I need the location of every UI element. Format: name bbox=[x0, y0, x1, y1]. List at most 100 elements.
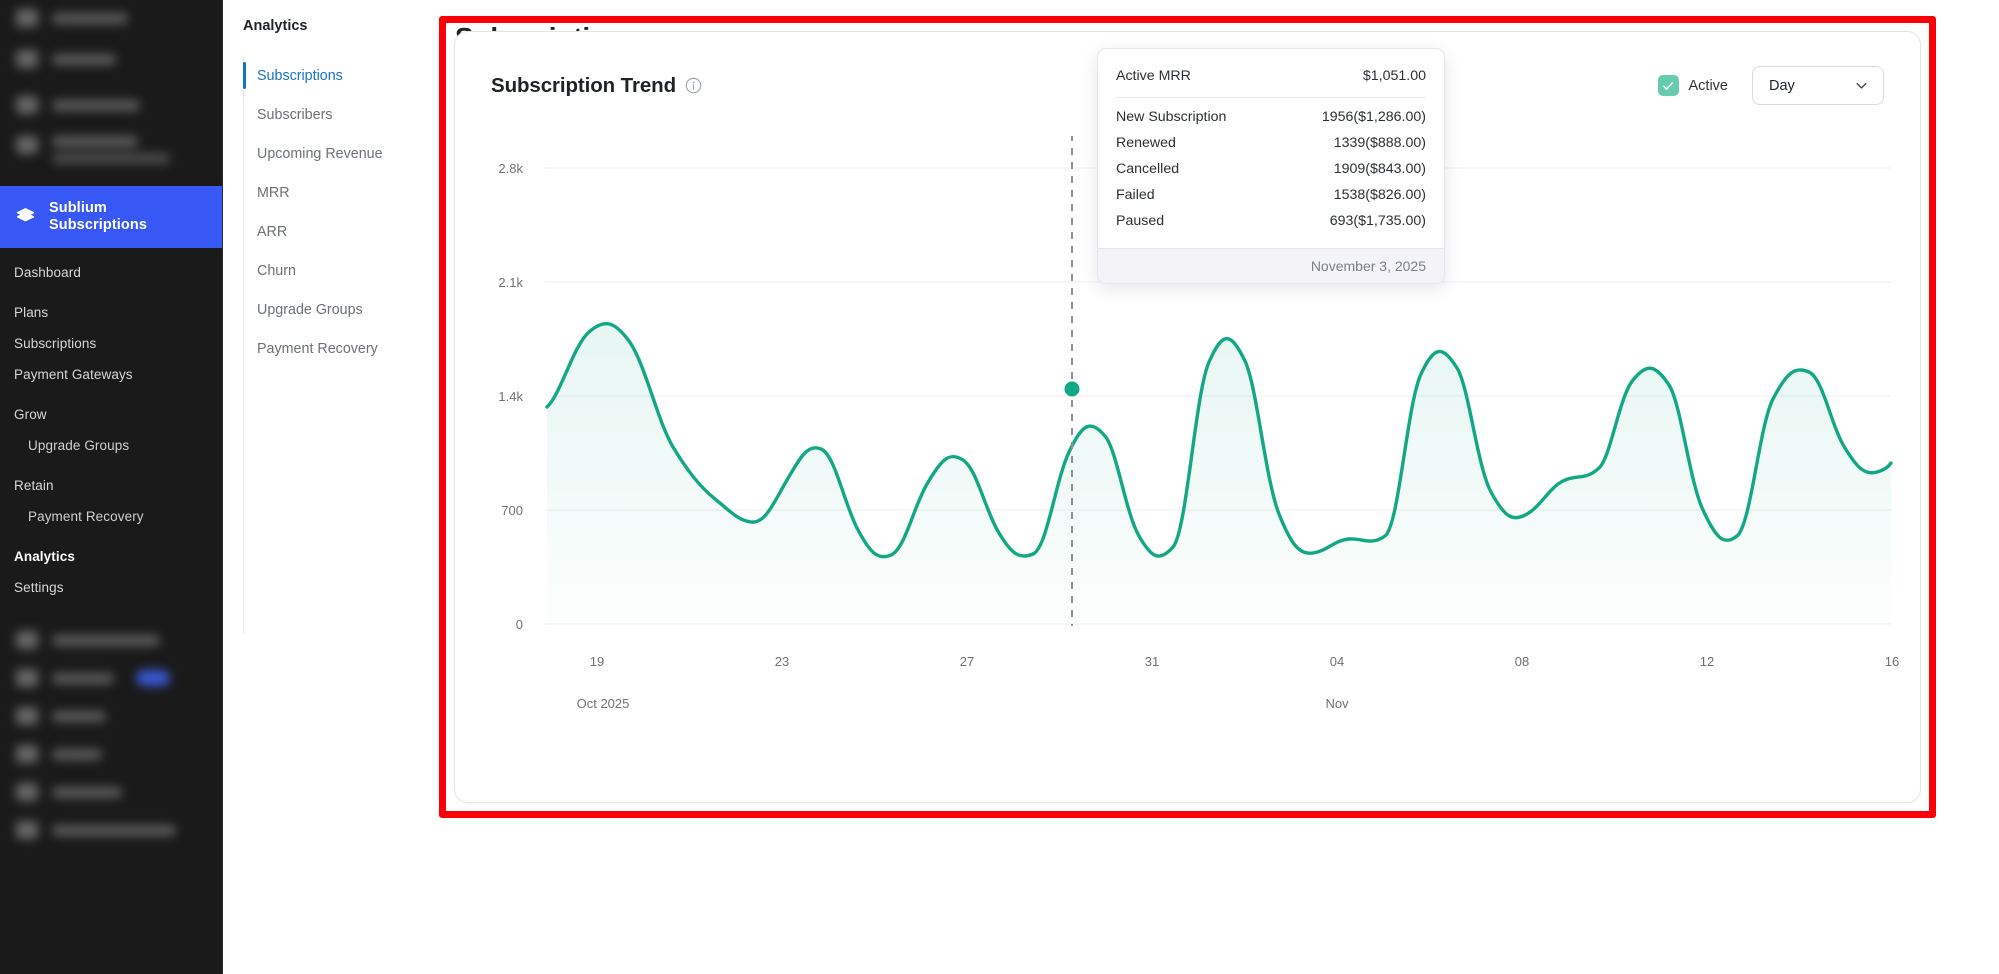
analytics-subnav: Analytics Subscriptions Subscribers Upco… bbox=[223, 0, 433, 974]
tooltip-row-label: Cancelled bbox=[1116, 161, 1180, 177]
subnav-item-label: Subscriptions bbox=[257, 67, 343, 84]
sidebar-item-subscriptions[interactable]: Subscriptions bbox=[0, 328, 222, 359]
tooltip-header-label: Active MRR bbox=[1116, 68, 1191, 84]
card-title-wrap: Subscription Trend bbox=[491, 74, 702, 98]
subnav-item-churn[interactable]: Churn bbox=[223, 251, 433, 290]
nav-spacer bbox=[0, 461, 222, 470]
blurred-label bbox=[52, 99, 140, 111]
svg-text:700: 700 bbox=[501, 503, 523, 518]
subnav-item-label: Upcoming Revenue bbox=[257, 145, 383, 162]
sidebar-item-settings[interactable]: Settings bbox=[0, 572, 222, 603]
tooltip-date: November 3, 2025 bbox=[1098, 248, 1444, 283]
blurred-label bbox=[52, 710, 106, 722]
blurred-item bbox=[0, 659, 222, 697]
sidebar-item-dashboard[interactable]: Dashboard bbox=[0, 257, 222, 288]
blurred-icon bbox=[16, 631, 38, 649]
tooltip-divider bbox=[1116, 97, 1426, 98]
tooltip-header-value: $1,051.00 bbox=[1362, 68, 1426, 84]
granularity-value: Day bbox=[1769, 77, 1795, 94]
tooltip-row: Cancelled 1909($843.00) bbox=[1116, 156, 1426, 182]
blurred-label bbox=[52, 824, 176, 836]
blurred-item bbox=[0, 735, 222, 773]
sidebar-item-label: Payment Gateways bbox=[14, 367, 133, 382]
blurred-icon bbox=[16, 669, 38, 687]
subnav-item-payment-recovery[interactable]: Payment Recovery bbox=[223, 329, 433, 368]
tooltip-row-value: 1538($826.00) bbox=[1333, 187, 1426, 203]
blurred-icon bbox=[16, 136, 38, 154]
sidebar-item-payment-recovery[interactable]: Payment Recovery bbox=[0, 501, 222, 532]
svg-text:23: 23 bbox=[775, 654, 789, 669]
blurred-icon bbox=[16, 9, 38, 27]
blurred-icon bbox=[16, 745, 38, 763]
chart-line-series bbox=[545, 321, 1893, 559]
sidebar-item-label: Subscriptions bbox=[14, 336, 97, 351]
subnav-item-upcoming-revenue[interactable]: Upcoming Revenue bbox=[223, 134, 433, 173]
active-checkbox[interactable]: Active bbox=[1657, 75, 1728, 96]
subnav-rail bbox=[243, 58, 244, 634]
blurred-item bbox=[0, 621, 222, 659]
sidebar-item-retain[interactable]: Retain bbox=[0, 470, 222, 501]
subscription-trend-card: Subscription Trend bbox=[454, 31, 1921, 803]
blurred-label bbox=[52, 786, 122, 798]
svg-text:Nov: Nov bbox=[1325, 696, 1349, 711]
tooltip-row-label: Paused bbox=[1116, 213, 1165, 229]
blurred-item bbox=[0, 82, 222, 128]
tooltip-row-value: 1956($1,286.00) bbox=[1321, 109, 1426, 125]
chart-x-axis: 19 23 27 31 04 08 12 16 Oct 2025 Nov bbox=[577, 654, 1900, 711]
svg-text:27: 27 bbox=[960, 654, 974, 669]
svg-text:08: 08 bbox=[1515, 654, 1529, 669]
svg-text:2.1k: 2.1k bbox=[498, 275, 523, 290]
blurred-label bbox=[52, 12, 128, 24]
tooltip-row: New Subscription 1956($1,286.00) bbox=[1116, 104, 1426, 130]
info-circle-icon[interactable] bbox=[685, 77, 702, 94]
subnav-item-label: MRR bbox=[257, 184, 290, 201]
svg-text:Oct 2025: Oct 2025 bbox=[577, 696, 630, 711]
brand-app-switcher[interactable]: Sublium Subscriptions bbox=[0, 186, 222, 248]
blurred-label bbox=[52, 748, 102, 760]
blurred-item bbox=[0, 811, 222, 849]
chevron-down-icon bbox=[1854, 78, 1869, 93]
nav-spacer bbox=[0, 288, 222, 297]
blurred-item bbox=[0, 697, 222, 735]
blurred-icon bbox=[16, 50, 38, 68]
tooltip-body: Active MRR $1,051.00 New Subscription 19… bbox=[1098, 49, 1444, 248]
sidebar-item-upgrade-groups[interactable]: Upgrade Groups bbox=[0, 430, 222, 461]
card-header: Subscription Trend bbox=[455, 32, 1920, 105]
tooltip-row-value: 693($1,735.00) bbox=[1329, 213, 1426, 229]
chart-y-axis: 2.8k 2.1k 1.4k 700 0 bbox=[498, 161, 523, 632]
blurred-icon bbox=[16, 821, 38, 839]
card-title: Subscription Trend bbox=[491, 73, 676, 97]
blurred-item bbox=[0, 0, 222, 36]
tooltip-row: Failed 1538($826.00) bbox=[1116, 182, 1426, 208]
subnav-item-label: Payment Recovery bbox=[257, 340, 378, 357]
subnav-item-subscriptions[interactable]: Subscriptions bbox=[223, 56, 433, 95]
blurred-icon bbox=[16, 707, 38, 725]
sidebar-bottom-blurred-items bbox=[0, 621, 222, 849]
svg-text:19: 19 bbox=[590, 654, 604, 669]
main-content: Subscriptions Time Period Subscription T… bbox=[433, 0, 1999, 974]
tooltip-row-label: Renewed bbox=[1116, 135, 1176, 151]
sidebar-item-plans[interactable]: Plans bbox=[0, 297, 222, 328]
subnav-item-mrr[interactable]: MRR bbox=[223, 173, 433, 212]
subnav-item-subscribers[interactable]: Subscribers bbox=[223, 95, 433, 134]
blurred-icon bbox=[16, 783, 38, 801]
chart-tooltip: Active MRR $1,051.00 New Subscription 19… bbox=[1097, 48, 1445, 284]
sidebar-item-analytics[interactable]: Analytics bbox=[0, 541, 222, 572]
sidebar-top-blurred-items bbox=[0, 0, 222, 186]
sidebar-item-grow[interactable]: Grow bbox=[0, 399, 222, 430]
left-sidebar: Sublium Subscriptions Dashboard Plans Sub… bbox=[0, 0, 223, 974]
svg-text:31: 31 bbox=[1145, 654, 1159, 669]
nav-spacer bbox=[0, 248, 222, 257]
sidebar-nav: Dashboard Plans Subscriptions Payment Ga… bbox=[0, 248, 222, 603]
stacked-layers-icon bbox=[14, 206, 36, 228]
blurred-label bbox=[52, 672, 114, 684]
sidebar-item-payment-gateways[interactable]: Payment Gateways bbox=[0, 359, 222, 390]
blurred-label bbox=[52, 634, 160, 646]
sidebar-item-label: Settings bbox=[14, 580, 64, 595]
nav-spacer bbox=[0, 390, 222, 399]
tooltip-row-value: 1909($843.00) bbox=[1333, 161, 1426, 177]
subnav-item-arr[interactable]: ARR bbox=[223, 212, 433, 251]
granularity-select[interactable]: Day bbox=[1752, 66, 1884, 105]
subnav-item-upgrade-groups[interactable]: Upgrade Groups bbox=[223, 290, 433, 329]
svg-text:0: 0 bbox=[516, 617, 523, 632]
